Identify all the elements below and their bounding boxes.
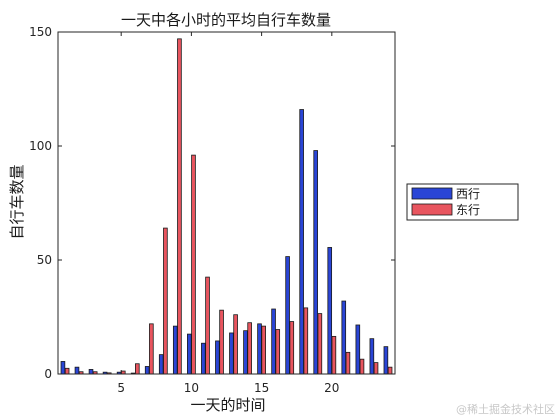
x-tick-label: 15 — [254, 381, 269, 395]
ticks-group: 5 10 15 20 0 50 100 150 — [29, 25, 395, 395]
bar-east-hour-1 — [64, 367, 70, 375]
bar-east-hour-7 — [149, 323, 154, 375]
legend-label-east: 东行 — [456, 203, 480, 217]
bar-east-hour-15 — [261, 325, 266, 375]
bar-east-hour-16 — [275, 329, 281, 375]
bar-west-hour-20 — [327, 247, 333, 375]
bar-west-hour-13 — [229, 332, 234, 375]
bar-west-hour-2 — [74, 366, 80, 375]
legend-swatch-east — [411, 203, 453, 216]
bar-west-hour-10 — [187, 333, 192, 375]
bar-west-hour-21 — [341, 300, 347, 375]
bar-east-hour-9 — [177, 38, 182, 375]
bar-west-hour-8 — [158, 354, 164, 375]
bar-east-hour-21 — [345, 351, 351, 375]
legend-swatch-west — [411, 187, 453, 200]
bar-west-hour-15 — [257, 323, 262, 375]
y-tick-label: 150 — [29, 25, 52, 39]
x-tick-label: 5 — [117, 381, 125, 395]
bar-west-hour-1 — [60, 361, 66, 375]
bar-west-hour-18 — [299, 109, 304, 375]
bar-east-hour-8 — [163, 227, 168, 375]
y-axis-label: 自行车数量 — [8, 164, 26, 239]
plot-frame — [57, 31, 396, 375]
bar-east-hour-22 — [359, 358, 365, 375]
bar-west-hour-19 — [313, 150, 318, 375]
bar-west-hour-3 — [88, 369, 94, 375]
bar-east-hour-13 — [233, 314, 238, 375]
bar-west-hour-22 — [355, 324, 361, 375]
bar-east-hour-10 — [191, 154, 196, 375]
bar-east-hour-11 — [205, 276, 210, 375]
bar-east-hour-24 — [387, 366, 393, 375]
bar-west-hour-23 — [369, 338, 375, 375]
bar-east-hour-18 — [303, 307, 309, 375]
y-tick-label: 100 — [29, 139, 52, 153]
x-tick-label: 20 — [324, 381, 339, 395]
bar-east-hour-12 — [219, 309, 224, 375]
y-tick-label: 0 — [44, 367, 52, 381]
bar-west-hour-14 — [243, 330, 248, 375]
y-tick-label: 50 — [37, 253, 52, 267]
bar-east-hour-14 — [247, 322, 252, 375]
x-tick-label: 10 — [184, 381, 199, 395]
legend-label-west: 西行 — [456, 187, 480, 201]
bar-west-hour-17 — [285, 256, 290, 375]
bar-east-hour-20 — [331, 335, 337, 375]
bar-west-hour-11 — [201, 342, 206, 375]
bar-west-hour-24 — [383, 346, 389, 375]
bar-east-hour-23 — [373, 362, 379, 375]
watermark: @稀土掘金技术社区 — [456, 402, 555, 416]
bar-east-hour-6 — [135, 363, 140, 375]
bar-west-hour-16 — [271, 308, 276, 375]
chart-title: 一天中各小时的平均自行车数量 — [121, 11, 331, 29]
bar-east-hour-17 — [289, 321, 295, 375]
bar-east-hour-19 — [317, 313, 323, 375]
bar-west-hour-12 — [215, 340, 220, 375]
bar-west-hour-9 — [172, 325, 178, 375]
x-axis-label: 一天的时间 — [190, 396, 265, 414]
bar-west-hour-7 — [144, 366, 150, 375]
